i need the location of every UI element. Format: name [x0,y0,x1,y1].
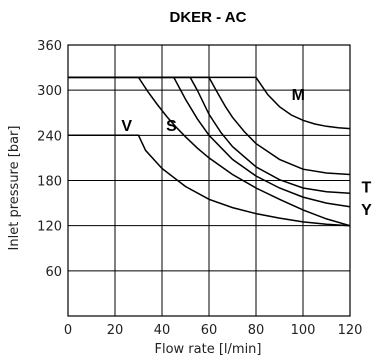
curve-label-m: M [292,87,305,104]
x-tick-label: 0 [64,323,72,338]
curve-label-v: V [121,118,132,135]
x-tick-label: 40 [154,323,171,338]
curve-labels: V S M TY [121,87,372,219]
series-line-4 [68,76,351,176]
axis-ticks: 0 20 40 60 80 100 120 60 120 180 240 300 360 [37,39,362,338]
series-line-v [68,134,351,227]
y-tick-label: 180 [37,175,62,190]
series-line-3 [68,76,351,195]
x-tick-label: 20 [107,323,124,338]
x-tick-label: 120 [338,323,363,338]
x-tick-label: 60 [201,323,218,338]
curve-label-s: S [166,118,177,135]
y-tick-label: 360 [37,39,62,54]
chart-title: DKER - AC [170,9,247,26]
series-line-s [68,76,351,208]
y-tick-label: 120 [37,220,62,235]
series-line-5 [137,76,351,227]
y-tick-label: 300 [37,84,62,99]
x-axis-label: Flow rate [l/min] [155,342,262,357]
x-tick-label: 80 [248,323,265,338]
y-tick-label: 60 [45,265,62,280]
y-axis-label: Inlet pressure [bar] [7,126,22,251]
curve-label-t: T [362,180,372,197]
curve-label-y: Y [361,202,372,219]
plot-frame [67,44,351,317]
series-line-m [68,76,351,130]
grid-lines [67,44,351,317]
x-tick-label: 100 [291,323,316,338]
curves [68,76,351,227]
y-tick-label: 240 [37,129,62,144]
